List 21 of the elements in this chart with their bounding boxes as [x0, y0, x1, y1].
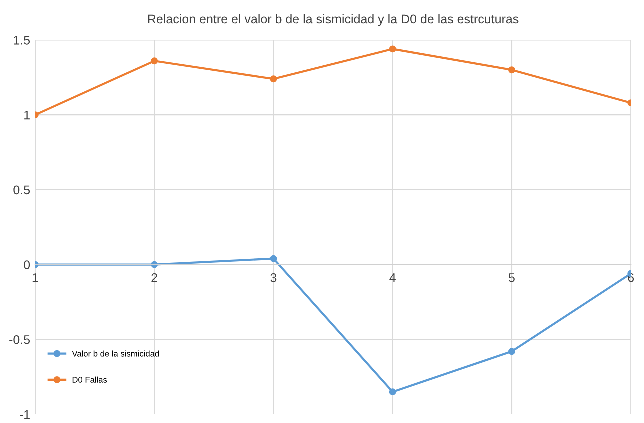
y-tick-label: 1: [24, 110, 30, 120]
y-tick-label: 0: [24, 260, 30, 270]
y-tick-label: 1.5: [14, 36, 30, 45]
x-tick-label: 1: [32, 274, 38, 282]
point: [151, 58, 158, 65]
point: [270, 76, 278, 83]
y-tick-label: -1: [20, 410, 30, 420]
y-tick-label: 0.5: [14, 186, 30, 195]
chart-title: Relacion entre el valor b de la sismicidad y la D0 de las estrcuturas: [148, 14, 519, 26]
legend-label: Valor b de la sismicidad: [72, 350, 160, 357]
point: [389, 46, 396, 53]
point: [508, 348, 516, 356]
x-tick-label: 4: [390, 274, 396, 282]
x-tick-label: 2: [152, 273, 158, 282]
legend-label: D0 Fallas: [72, 376, 108, 383]
point: [389, 388, 396, 396]
x-tick-label: 3: [270, 273, 277, 282]
x-tick-label: 5: [509, 274, 515, 282]
point: [270, 255, 278, 262]
y-tick-label: -0.5: [10, 335, 30, 344]
point: [508, 66, 516, 74]
